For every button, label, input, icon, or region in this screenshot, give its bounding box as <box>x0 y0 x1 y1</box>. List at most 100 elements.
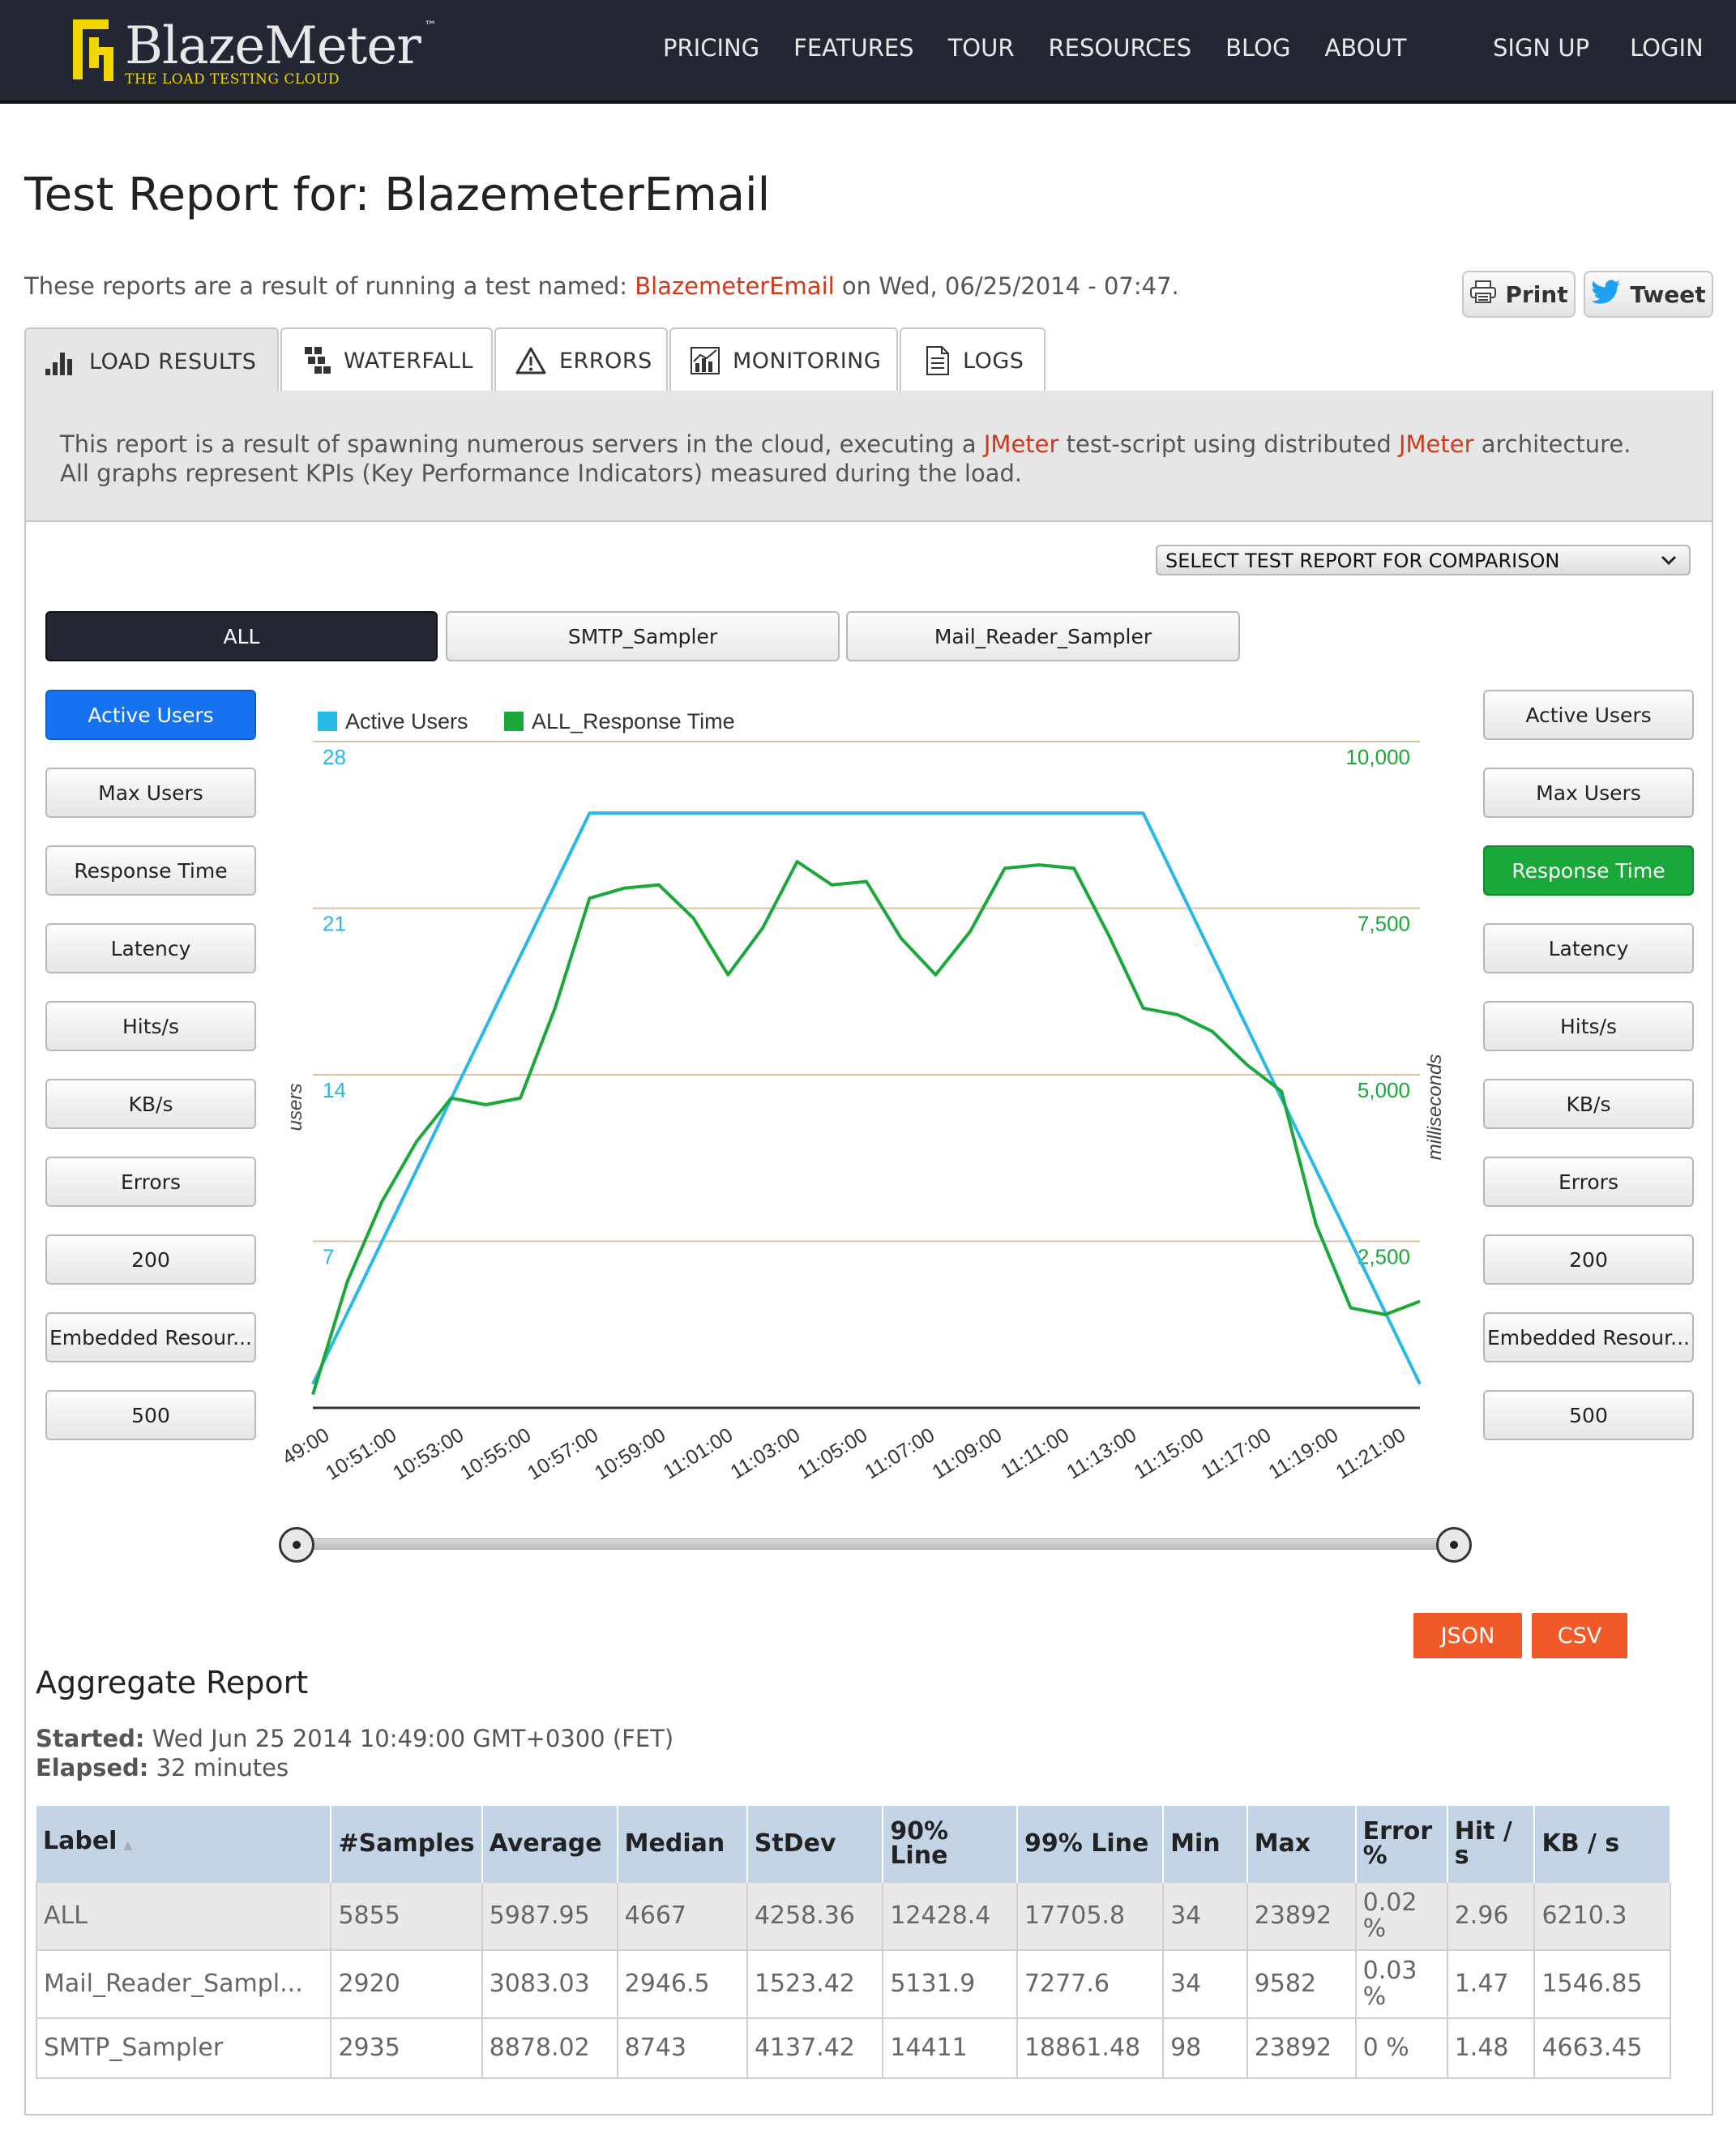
table-cell: 6210.3 <box>1533 1881 1671 1951</box>
range-start-handle[interactable] <box>279 1527 314 1563</box>
sampler-smtp-button[interactable]: SMTP_Sampler <box>446 611 840 661</box>
nav-sign-up[interactable]: SIGN UP <box>1493 34 1590 62</box>
range-end-handle[interactable] <box>1436 1527 1472 1563</box>
column-header[interactable]: Min <box>1163 1806 1248 1882</box>
response-time-line <box>311 860 1421 1396</box>
column-header-label: Label <box>43 1827 118 1855</box>
description-line-1: This report is a result of spawning nume… <box>60 430 1678 459</box>
nav-features[interactable]: FEATURES <box>793 34 914 62</box>
nav-blog[interactable]: BLOG <box>1225 34 1291 62</box>
table-cell: 5855 <box>330 1881 483 1951</box>
table-cell: 4137.42 <box>746 2017 884 2079</box>
sampler-mail-reader-button[interactable]: Mail_Reader_Sampler <box>846 611 1240 661</box>
right-kpi-response-time[interactable]: Response Time <box>1483 845 1694 896</box>
column-header[interactable]: Error % <box>1355 1806 1448 1882</box>
csv-download-button[interactable]: CSV <box>1532 1613 1627 1658</box>
left-kpi-kbs[interactable]: KB/s <box>45 1079 256 1129</box>
left-kpi-max-users[interactable]: Max Users <box>45 768 256 818</box>
tab-load-results[interactable]: LOAD RESULTS <box>24 327 279 394</box>
tweet-button[interactable]: Tweet <box>1584 271 1713 318</box>
nav-about[interactable]: ABOUT <box>1324 34 1407 62</box>
table-header-row: Label ▲ #Samples Average Median StDev 90%… <box>36 1806 1671 1882</box>
tab-waterfall[interactable]: WATERFALL <box>280 327 493 392</box>
table-cell: 0.03 % <box>1354 1949 1448 2019</box>
print-button[interactable]: Print <box>1462 271 1576 318</box>
left-kpi-errors[interactable]: Errors <box>45 1157 256 1207</box>
printer-icon <box>1469 280 1497 310</box>
jmeter-link[interactable]: JMeter <box>1398 430 1474 458</box>
tab-monitoring[interactable]: MONITORING <box>669 327 898 392</box>
sampler-all-button[interactable]: ALL <box>45 611 438 661</box>
left-kpi-embedded-resources[interactable]: Embedded Resour... <box>45 1312 256 1362</box>
left-y-tick-label: 7 <box>323 1245 334 1269</box>
jmeter-link[interactable]: JMeter <box>983 430 1059 458</box>
x-tick-label: 10:53:00 <box>389 1423 468 1484</box>
left-kpi-500[interactable]: 500 <box>45 1390 256 1440</box>
aggregate-report-title: Aggregate Report <box>36 1665 309 1700</box>
test-name-link[interactable]: BlazemeterEmail <box>635 272 835 300</box>
left-kpi-active-users[interactable]: Active Users <box>45 690 256 740</box>
table-cell: 5131.9 <box>882 1949 1018 2019</box>
tab-waterfall-label: WATERFALL <box>344 348 474 374</box>
right-kpi-active-users[interactable]: Active Users <box>1483 690 1694 740</box>
table-cell: 8878.02 <box>481 2017 618 2079</box>
right-kpi-max-users[interactable]: Max Users <box>1483 768 1694 818</box>
table-cell: 3083.03 <box>481 1949 618 2019</box>
right-kpi-embedded-resources[interactable]: Embedded Resour... <box>1483 1312 1694 1362</box>
left-kpi-latency[interactable]: Latency <box>45 923 256 973</box>
column-header[interactable]: Average <box>481 1806 618 1882</box>
tab-errors[interactable]: ERRORS <box>494 327 668 392</box>
right-kpi-200[interactable]: 200 <box>1483 1234 1694 1285</box>
right-axis-title: milliseconds <box>1424 1054 1446 1161</box>
description-text: architecture. <box>1473 430 1631 458</box>
x-tick-label: 11:03:00 <box>726 1423 804 1483</box>
nav-resources[interactable]: RESOURCES <box>1048 34 1192 62</box>
table-cell: 9582 <box>1246 1949 1357 2019</box>
right-kpi-hits[interactable]: Hits/s <box>1483 1001 1694 1051</box>
table-cell: 4258.36 <box>746 1881 884 1951</box>
blazemeter-logo[interactable]: BlazeMeter ™ THE LOAD TESTING CLOUD <box>73 18 437 88</box>
json-download-button[interactable]: JSON <box>1413 1613 1522 1658</box>
right-kpi-latency[interactable]: Latency <box>1483 923 1694 973</box>
column-header[interactable]: #Samples <box>331 1806 483 1882</box>
left-kpi-200[interactable]: 200 <box>45 1234 256 1285</box>
right-kpi-kbs[interactable]: KB/s <box>1483 1079 1694 1129</box>
column-header[interactable]: KB / s <box>1534 1806 1671 1882</box>
right-kpi-errors[interactable]: Errors <box>1483 1157 1694 1207</box>
table-cell: 12428.4 <box>882 1881 1018 1951</box>
x-tick-label: 11:17:00 <box>1197 1423 1275 1483</box>
table-cell: 2946.5 <box>616 1949 748 2019</box>
column-header[interactable]: Label ▲ <box>36 1806 332 1882</box>
right-kpi-500[interactable]: 500 <box>1483 1390 1694 1440</box>
x-tick-label: 11:09:00 <box>928 1423 1006 1483</box>
left-axis-title: users <box>284 1084 306 1131</box>
x-tick-label: 11:05:00 <box>793 1423 871 1483</box>
table-cell: ALL <box>35 1881 332 1951</box>
column-header[interactable]: 99% Line <box>1016 1806 1165 1882</box>
nav-pricing[interactable]: PRICING <box>663 34 760 62</box>
time-range-slider[interactable] <box>295 1538 1454 1550</box>
column-header[interactable]: Max <box>1246 1806 1357 1882</box>
right-y-tick-label: 7,500 <box>1358 912 1410 936</box>
started-value: Wed Jun 25 2014 10:49:00 GMT+0300 (FET) <box>144 1725 674 1752</box>
column-header[interactable]: StDev <box>746 1806 884 1882</box>
table-cell: 5987.95 <box>481 1881 618 1951</box>
report-intro: These reports are a result of running a … <box>24 272 1179 300</box>
elapsed-info: Elapsed: 32 minutes <box>36 1754 289 1782</box>
intro-date: on Wed, 06/25/2014 - 07:47. <box>834 272 1179 300</box>
column-header[interactable]: 90% Line <box>883 1806 1018 1882</box>
table-cell: 23892 <box>1246 1881 1357 1951</box>
nav-login[interactable]: LOGIN <box>1630 34 1704 62</box>
intro-text: These reports are a result of running a … <box>24 272 635 300</box>
tab-panel <box>24 391 1713 2115</box>
left-kpi-hits[interactable]: Hits/s <box>45 1001 256 1051</box>
legend-label-response-time: ALL_Response Time <box>532 709 735 734</box>
left-kpi-response-time[interactable]: Response Time <box>45 845 256 896</box>
comparison-select[interactable]: SELECT TEST REPORT FOR COMPARISON <box>1156 545 1691 575</box>
nav-tour[interactable]: TOUR <box>947 34 1015 62</box>
tab-logs[interactable]: LOGS <box>900 327 1045 392</box>
column-header[interactable]: Median <box>617 1806 748 1882</box>
column-header[interactable]: Hit / s <box>1447 1806 1536 1882</box>
chevron-down-icon <box>1660 550 1678 575</box>
logo-mark-icon <box>73 18 113 83</box>
